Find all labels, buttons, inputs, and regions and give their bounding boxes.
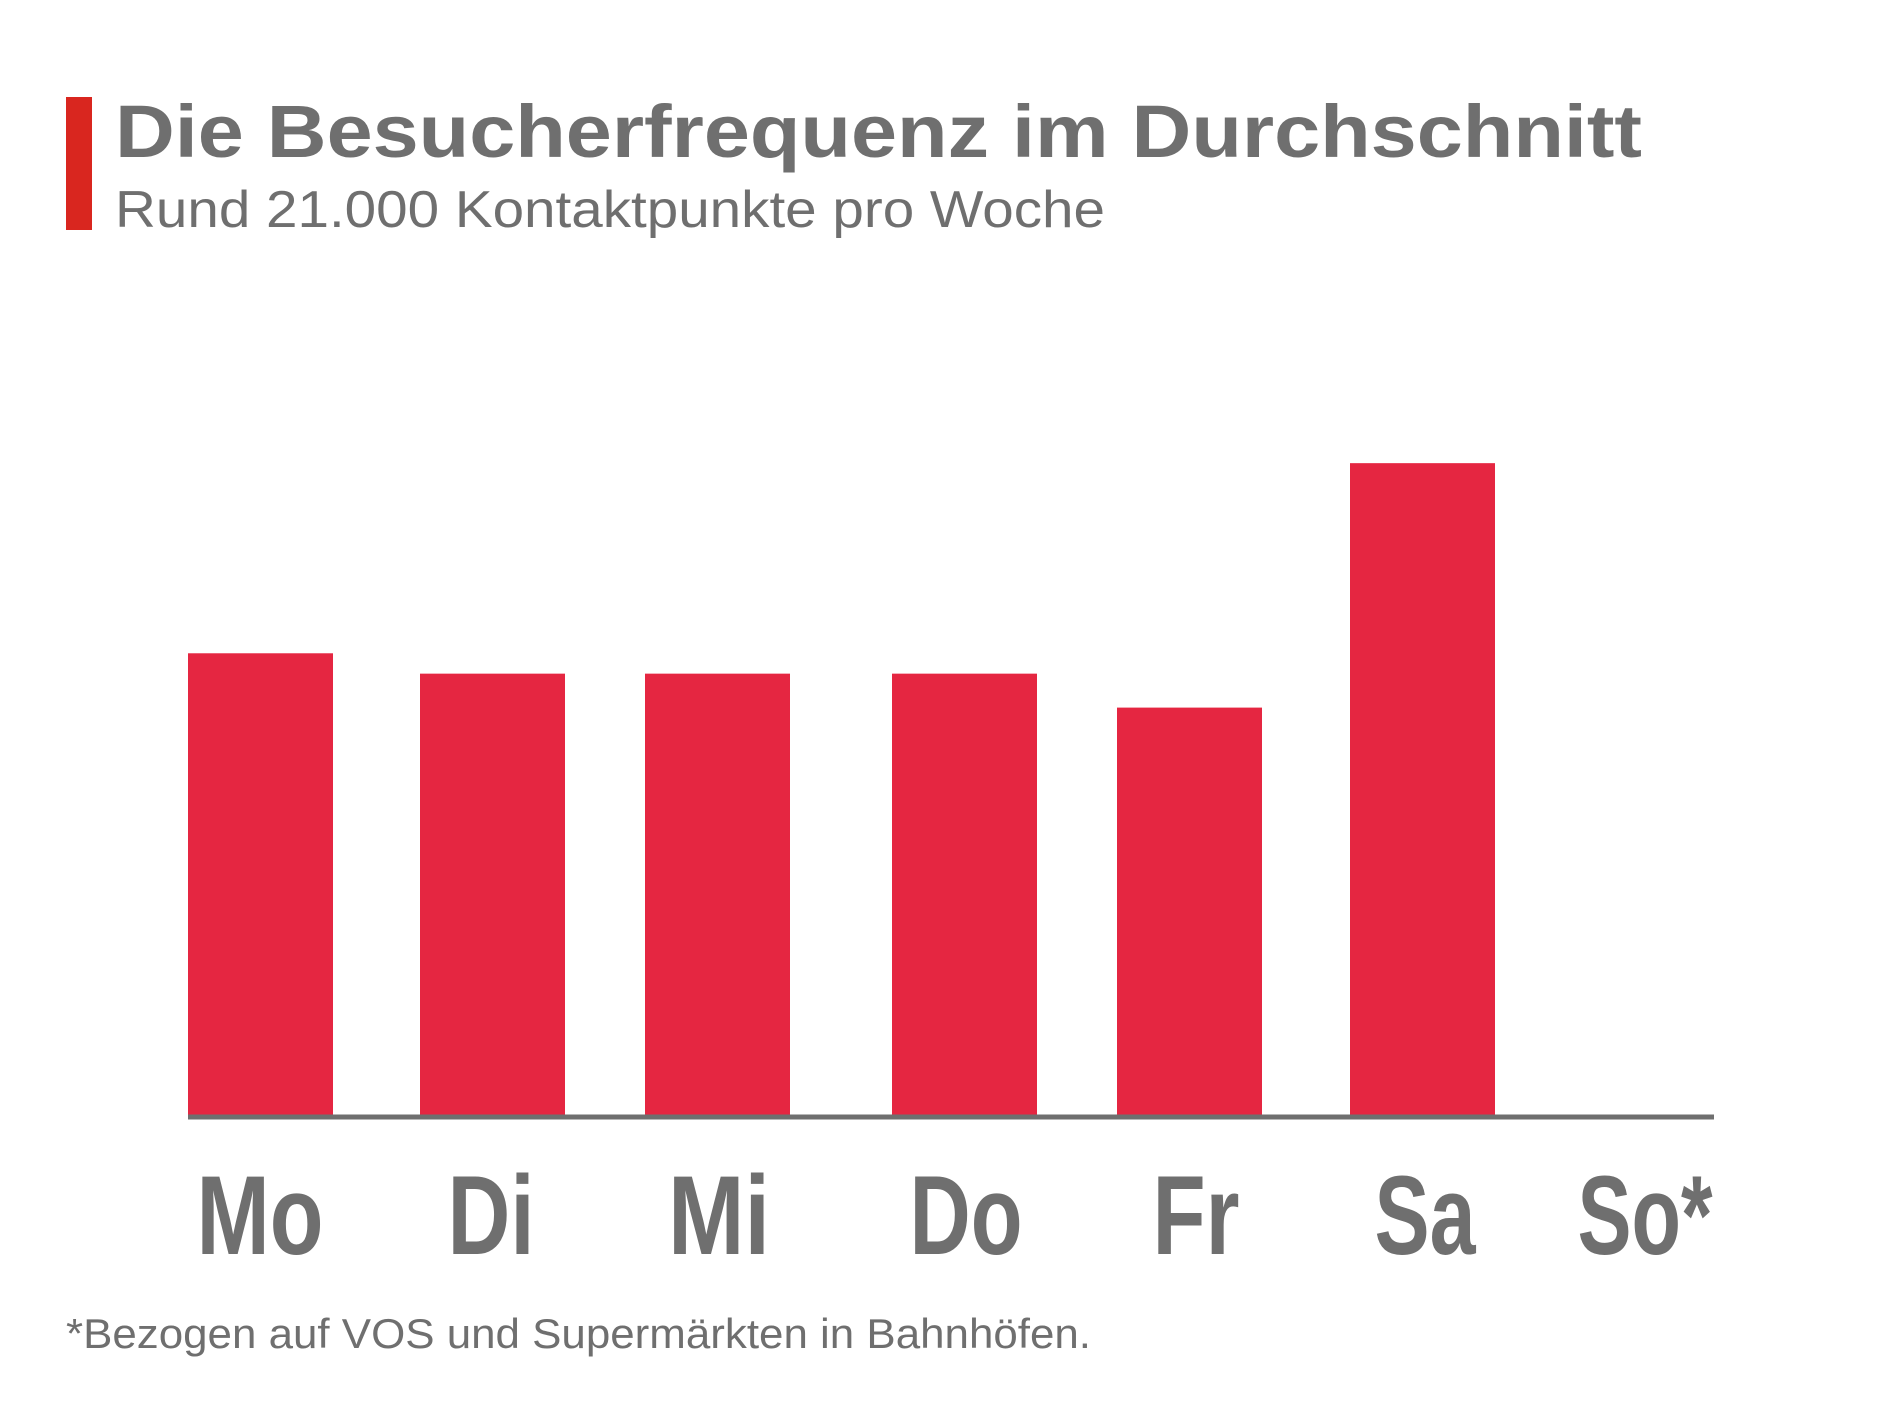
bar-di [420, 673, 565, 1115]
x-tick-label-so: So* [1578, 1153, 1713, 1278]
x-tick-label-sa: Sa [1375, 1153, 1477, 1278]
bars-group [188, 463, 1495, 1115]
x-tick-label-fr: Fr [1153, 1153, 1240, 1278]
title-accent-bar [66, 97, 92, 230]
chart-title: Die Besucherfrequenz im Durchschnitt [115, 90, 1642, 173]
x-tick-label-do: Do [910, 1153, 1023, 1278]
bar-sa [1350, 463, 1495, 1115]
bar-mo [188, 653, 333, 1115]
chart-subtitle: Rund 21.000 Kontaktpunkte pro Woche [115, 181, 1105, 239]
x-tick-label-mi: Mi [668, 1153, 770, 1278]
x-tick-label-di: Di [448, 1153, 535, 1278]
bar-do [892, 673, 1037, 1115]
footnote: *Bezogen auf VOS und Supermärkten in Bah… [66, 1310, 1091, 1357]
bar-mi [645, 673, 790, 1115]
x-tick-label-mo: Mo [197, 1153, 324, 1278]
x-tick-labels: Mo Di Mi Do Fr Sa So* [197, 1153, 1713, 1278]
bar-fr [1117, 707, 1262, 1115]
